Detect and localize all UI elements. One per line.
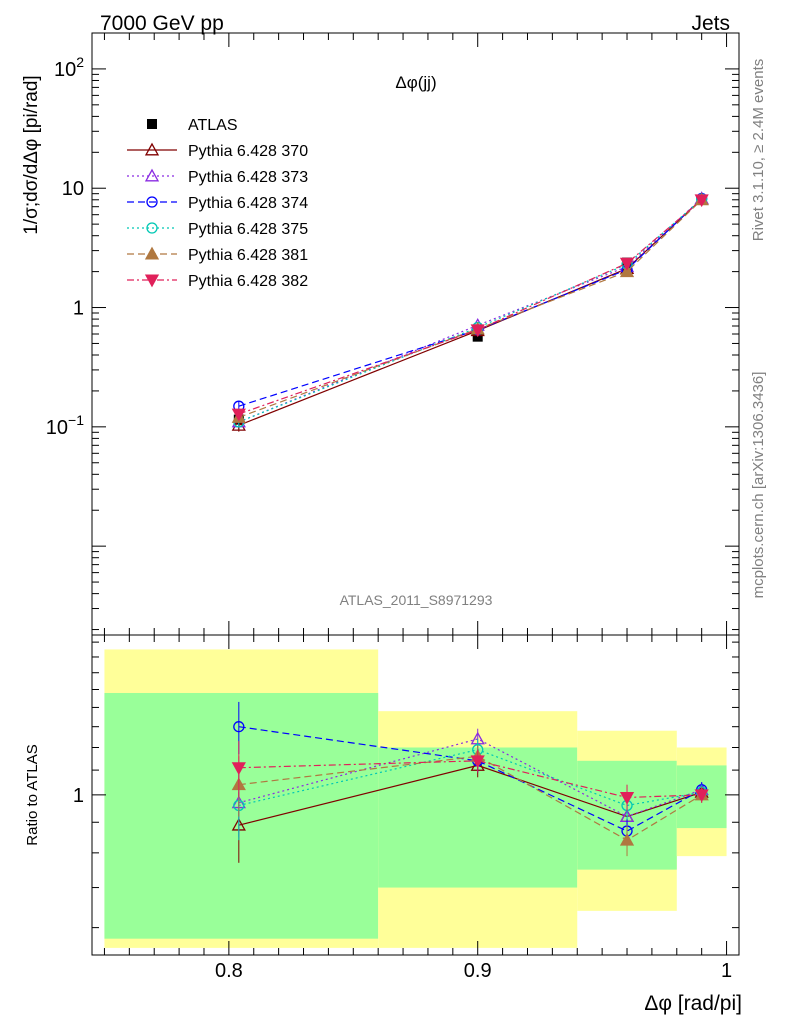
legend-label-5: Pythia 6.428 381 [188, 247, 308, 264]
legend-marker-2 [144, 168, 160, 182]
x-tick-label-2: 1 [721, 960, 732, 982]
ratio-line-series-3 [238, 749, 702, 807]
legend-label-1: Pythia 6.428 370 [188, 143, 308, 160]
main-point-series-6-2 [619, 257, 635, 271]
legend-label-3: Pythia 6.428 374 [188, 195, 308, 212]
ratio-point-series-5-1 [470, 755, 485, 769]
main-line-series-2 [238, 198, 703, 423]
main-point-series-6-0 [231, 408, 246, 422]
legend-marker-1 [144, 142, 160, 156]
main-line-series-3 [238, 198, 703, 407]
ratio-band-green-0 [104, 692, 379, 939]
x-tick-label-1: 0.9 [464, 960, 492, 982]
rivet-label: Rivet 3.1.10, ≥ 2.4M events [750, 59, 767, 242]
legend-marker-6 [144, 274, 160, 288]
main-line-series-5 [238, 199, 703, 418]
main-ytick-label-1: 1 [73, 298, 84, 320]
ratio-marks [231, 701, 709, 863]
x-tick-label-0: 0.8 [215, 960, 243, 982]
legend-marker-3 [146, 196, 158, 208]
legend-label-0: ATLAS [188, 117, 238, 134]
ratio-point-series-4-2 [619, 832, 635, 846]
ratio-point-series-5-0 [231, 762, 246, 776]
ratio-panel: 1 0.8 0.9 1 Ratio to ATLAS Δφ [rad/pi] [24, 634, 742, 1015]
ratio-ylabel: Ratio to ATLAS [24, 744, 41, 845]
ratio-line-series-4 [238, 755, 702, 841]
legend-label-2: Pythia 6.428 373 [188, 169, 308, 186]
legend-marker-4 [146, 222, 158, 234]
main-ytick-label-2: 10 [62, 178, 84, 200]
watermark: ATLAS_2011_S8971293 [340, 592, 493, 608]
ratio-line-series-0 [238, 764, 702, 826]
ratio-line-series-2 [238, 726, 702, 832]
ratio-point-series-5-2 [619, 792, 635, 805]
ratio-bands [104, 649, 727, 948]
ratio-point-series-2-0 [233, 721, 245, 733]
ratio-axes: 1 0.8 0.9 1 [73, 635, 739, 982]
ratio-point-series-5-3 [694, 789, 709, 803]
ratio-line-series-5 [238, 760, 702, 799]
main-marks [231, 191, 709, 432]
main-point-series-1-0 [231, 417, 246, 431]
main-ytick-label-0: 10−1 [46, 412, 84, 439]
x-axis-label: Δφ [rad/pi] [644, 992, 742, 1015]
main-line-series-1 [238, 198, 703, 426]
legend-marker-5 [144, 246, 160, 260]
main-point-series-5-2 [619, 264, 635, 278]
main-ytick-label-3: 102 [54, 54, 84, 81]
legend-label-6: Pythia 6.428 382 [188, 273, 308, 290]
header-left: 7000 GeV pp [100, 12, 224, 35]
main-panel: 10−1 1 10 102 Δφ(jj) ATLAS_2011_S8971293 1/… [21, 32, 740, 636]
main-point-series-6-3 [694, 194, 709, 208]
legend: ATLAS Pythia 6.428 370 Pythia 6.428 373 Pyt… [127, 117, 308, 290]
header-right: Jets [691, 12, 730, 35]
mcplots-label: mcplots.cern.ch [arXiv:1306.3436] [750, 372, 767, 599]
main-title: Δφ(jj) [395, 73, 436, 92]
main-line-series-6 [238, 199, 703, 415]
main-ylabel: 1/σ;dσ/dΔφ [pi/rad] [21, 75, 42, 234]
ratio-ytick-label-0: 1 [73, 785, 84, 807]
main-point-series-6-1 [470, 324, 485, 338]
legend-label-4: Pythia 6.428 375 [188, 221, 308, 238]
main-line-series-4 [238, 198, 703, 423]
main-axes: 10−1 1 10 102 [46, 32, 739, 635]
legend-marker-0 [147, 119, 157, 129]
